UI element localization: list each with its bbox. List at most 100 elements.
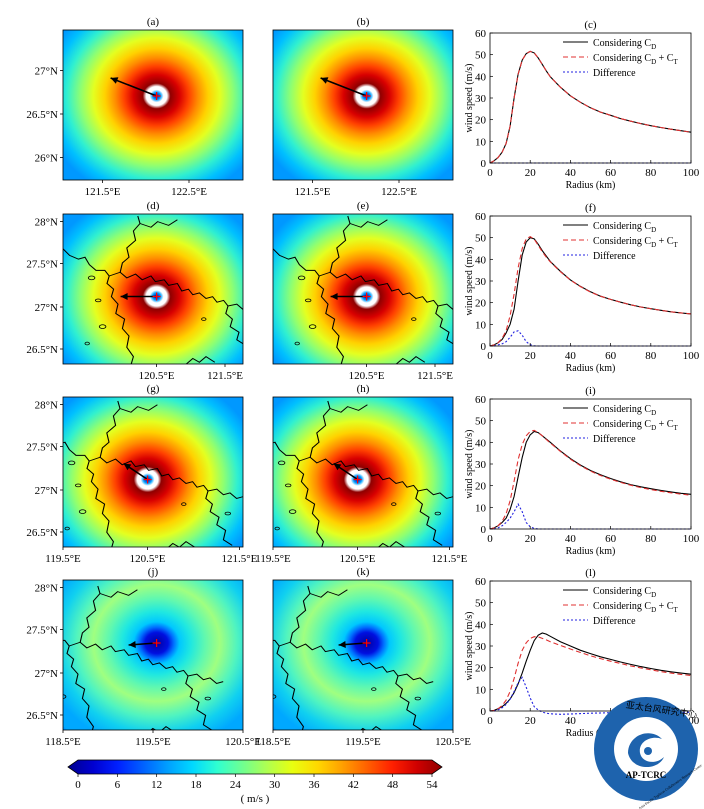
x-tick-label: 20 xyxy=(525,715,537,727)
colorbar-tick-label: 12 xyxy=(151,779,162,791)
y-tick-label: 10 xyxy=(475,684,487,696)
panel-label: (l) xyxy=(585,567,596,579)
x-tick-label: 100 xyxy=(683,167,700,179)
series-line xyxy=(489,430,692,530)
x-tick-label: 0 xyxy=(487,350,493,362)
lat-tick-label: 27°N xyxy=(35,66,58,78)
y-axis-label: wind speed (m/s) xyxy=(464,430,475,499)
series-line xyxy=(489,235,692,347)
lon-tick-label: 120.5°E xyxy=(130,553,166,565)
series-line xyxy=(490,502,691,530)
typhoon-center-marker xyxy=(152,639,161,647)
lon-tick-label: 119.5°E xyxy=(135,736,171,748)
x-tick-label: 60 xyxy=(605,350,617,362)
typhoon-center-marker xyxy=(152,292,161,301)
x-tick-label: 40 xyxy=(565,715,577,727)
series-line xyxy=(489,50,692,164)
lat-tick-label: 26°N xyxy=(35,153,58,165)
legend-entry: Difference xyxy=(593,251,636,262)
colorbar-unit: ( m/s ) xyxy=(241,793,270,805)
y-tick-label: 40 xyxy=(475,619,487,631)
lon-tick-label: 122.5°E xyxy=(381,186,417,198)
x-tick-label: 40 xyxy=(565,533,577,545)
y-tick-label: 50 xyxy=(475,598,487,610)
track-arrow-head xyxy=(320,77,329,84)
panel-label: (b) xyxy=(357,16,370,28)
typhoon-center-marker xyxy=(152,92,161,100)
x-tick-label: 80 xyxy=(645,350,657,362)
y-tick-label: 10 xyxy=(475,502,487,514)
lon-tick-label: 120.5°E xyxy=(349,370,385,382)
x-tick-label: 100 xyxy=(683,533,700,545)
legend-entry: Considering CD + CT xyxy=(593,601,678,614)
series-line xyxy=(490,330,691,347)
legend-entry: Considering CD xyxy=(593,404,656,417)
legend-entry: Considering CD xyxy=(593,38,656,51)
x-tick-label: 20 xyxy=(525,167,537,179)
series-line xyxy=(489,632,692,712)
lon-tick-label: 121.5°E xyxy=(417,370,453,382)
legend-entry: Considering CD xyxy=(593,221,656,234)
lon-tick-label: 121.5°E xyxy=(221,553,257,565)
lon-tick-label: 119.5°E xyxy=(255,553,291,565)
y-tick-label: 30 xyxy=(475,93,487,105)
y-tick-label: 0 xyxy=(481,706,487,718)
x-tick-label: 20 xyxy=(525,533,537,545)
legend-entry: Considering CD + CT xyxy=(593,53,678,66)
panel-label: (c) xyxy=(584,19,597,31)
series-line xyxy=(489,237,692,347)
colorbar-tick-label: 6 xyxy=(115,779,121,791)
x-tick-label: 100 xyxy=(683,350,700,362)
panel-label: (k) xyxy=(357,566,370,578)
x-tick-label: 0 xyxy=(487,533,493,545)
wind-vortex xyxy=(63,580,243,730)
map-frame xyxy=(62,396,244,548)
x-tick-label: 60 xyxy=(605,167,617,179)
colorbar-tick-label: 30 xyxy=(269,779,281,791)
y-tick-label: 60 xyxy=(475,576,487,588)
map-panel: (a) 27°N 26.5°N 26°N 121.5°E 122.5°E xyxy=(26,16,244,198)
y-tick-label: 40 xyxy=(475,71,487,83)
lon-tick-label: 120.5°E xyxy=(340,553,376,565)
y-tick-label: 60 xyxy=(475,394,487,406)
logo-swirl-dot xyxy=(644,747,652,755)
track-arrow-head xyxy=(330,293,338,300)
lon-tick-label: 121.5°E xyxy=(207,370,243,382)
colorbar-tick-label: 24 xyxy=(230,779,242,791)
y-tick-label: 10 xyxy=(475,136,487,148)
logo-swirl-icon xyxy=(628,733,664,768)
y-tick-label: 40 xyxy=(475,254,487,266)
map-panel: (d) 28°N 27.5°N 27°N 26.5°N 120.5°E 121.5°E xyxy=(26,200,244,382)
legend-entry: Considering CD xyxy=(593,586,656,599)
x-tick-label: 80 xyxy=(645,167,657,179)
colorbar-bar xyxy=(67,759,443,775)
lon-tick-label: 119.5°E xyxy=(45,553,81,565)
track-arrow-head xyxy=(338,641,346,648)
lon-tick-label: 121.5°E xyxy=(431,553,467,565)
y-tick-label: 10 xyxy=(475,319,487,331)
typhoon-center-marker xyxy=(143,475,152,484)
track-arrow-head xyxy=(333,463,342,471)
x-tick-label: 20 xyxy=(525,350,537,362)
track-arrow-head xyxy=(128,641,136,648)
map-frame xyxy=(62,29,244,181)
legend-entry: Difference xyxy=(593,68,636,79)
map-frame xyxy=(272,213,454,365)
lat-tick-label: 26.5°N xyxy=(26,109,58,121)
panel-label: (d) xyxy=(147,200,160,212)
typhoon-center-marker xyxy=(353,475,362,484)
lat-tick-label: 26.5°N xyxy=(26,344,58,356)
y-tick-label: 0 xyxy=(481,341,487,353)
lat-tick-label: 28°N xyxy=(35,400,58,412)
track-arrow xyxy=(320,77,367,97)
y-tick-label: 60 xyxy=(475,28,487,40)
lat-tick-label: 28°N xyxy=(35,217,58,229)
track-arrow xyxy=(110,77,157,97)
lat-tick-label: 26.5°N xyxy=(26,527,58,539)
legend-entry: Considering CD + CT xyxy=(593,419,678,432)
lon-tick-label: 120.5°E xyxy=(225,736,261,748)
lon-tick-label: 118.5°E xyxy=(45,736,81,748)
series-line xyxy=(490,676,691,715)
track-arrow-head xyxy=(120,293,128,300)
lat-tick-label: 27.5°N xyxy=(26,442,58,454)
